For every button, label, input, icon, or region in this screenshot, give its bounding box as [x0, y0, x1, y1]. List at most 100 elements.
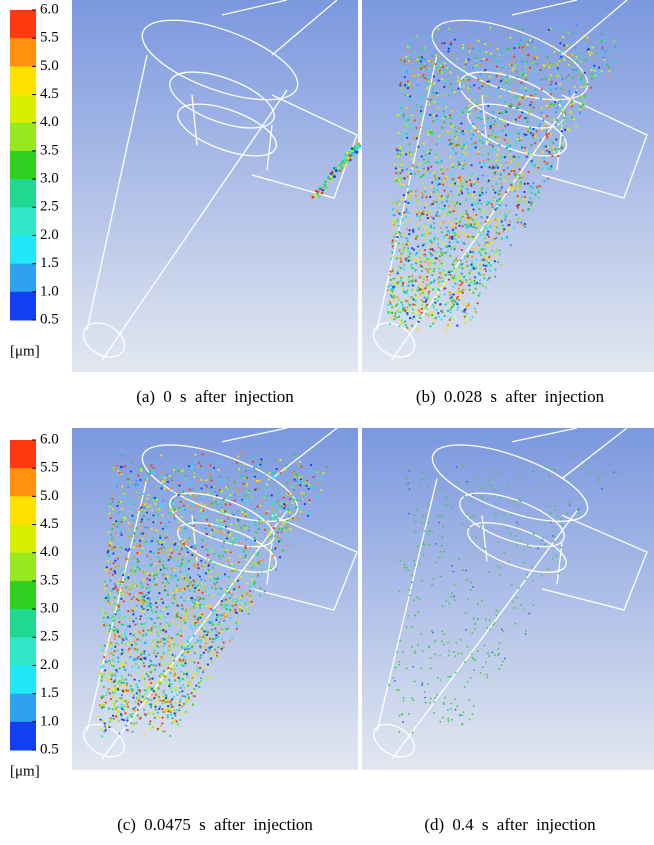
- particle: [173, 518, 175, 520]
- particle: [222, 545, 224, 547]
- particle: [104, 722, 106, 724]
- particle: [457, 161, 459, 163]
- particle: [421, 522, 423, 524]
- particle: [251, 567, 253, 569]
- particle: [231, 637, 233, 639]
- particle: [473, 226, 475, 228]
- particle: [435, 66, 437, 68]
- particle: [488, 262, 490, 264]
- particle: [453, 651, 455, 653]
- particle: [496, 200, 498, 202]
- particle: [137, 558, 139, 560]
- particle: [486, 258, 488, 260]
- particle: [167, 716, 169, 718]
- particle: [206, 533, 208, 535]
- particle: [437, 288, 439, 290]
- particle: [189, 489, 191, 491]
- particle: [521, 61, 523, 63]
- particle: [210, 570, 212, 572]
- particle: [473, 705, 475, 707]
- particle: [500, 174, 502, 176]
- particle: [183, 543, 185, 545]
- particle: [150, 660, 152, 662]
- particle: [583, 75, 585, 77]
- particle: [472, 292, 474, 294]
- particle: [205, 640, 207, 642]
- particle: [410, 259, 412, 261]
- particle: [264, 516, 266, 518]
- particle: [166, 622, 168, 624]
- particle: [590, 47, 592, 49]
- particle: [163, 567, 165, 569]
- particle: [140, 509, 142, 511]
- particle: [159, 699, 161, 701]
- particle: [222, 597, 224, 599]
- particle: [519, 97, 521, 99]
- particle: [564, 129, 566, 131]
- particle: [562, 49, 564, 51]
- particle: [235, 568, 237, 570]
- particle: [474, 142, 476, 144]
- particle: [563, 44, 565, 46]
- particle: [396, 317, 398, 319]
- particle: [411, 275, 413, 277]
- particle: [608, 70, 610, 72]
- particle: [236, 612, 238, 614]
- particle: [224, 573, 226, 575]
- particle: [164, 488, 166, 490]
- particle: [530, 191, 532, 193]
- particle: [106, 566, 108, 568]
- particle: [408, 713, 410, 715]
- particle: [208, 473, 210, 475]
- particle: [423, 150, 425, 152]
- particle: [266, 483, 268, 485]
- particle: [438, 80, 440, 82]
- particle: [532, 137, 534, 139]
- particle: [174, 569, 176, 571]
- particle: [192, 496, 194, 498]
- particle: [236, 628, 238, 630]
- color-band: [10, 665, 36, 694]
- particle: [292, 517, 294, 519]
- particle: [164, 701, 166, 703]
- particle: [222, 631, 224, 633]
- particle: [150, 558, 152, 560]
- particle: [497, 203, 499, 205]
- particle: [469, 319, 471, 321]
- particle: [122, 574, 124, 576]
- particle: [117, 649, 119, 651]
- particle: [162, 696, 164, 698]
- particle: [420, 276, 422, 278]
- particle: [109, 671, 111, 673]
- particle: [200, 487, 202, 489]
- particle: [225, 591, 227, 593]
- particle: [112, 609, 114, 611]
- particle: [450, 156, 452, 158]
- particle: [258, 480, 260, 482]
- particle: [271, 494, 273, 496]
- particle: [260, 458, 262, 460]
- particle: [400, 138, 402, 140]
- particle: [504, 658, 506, 660]
- particle: [419, 215, 421, 217]
- particle: [227, 560, 229, 562]
- particle: [459, 220, 461, 222]
- particle: [477, 603, 479, 605]
- particle: [198, 587, 200, 589]
- particle: [150, 629, 152, 631]
- particle: [440, 168, 442, 170]
- particle: [112, 691, 114, 693]
- particle: [433, 712, 435, 714]
- particle: [117, 661, 119, 663]
- particle: [553, 118, 555, 120]
- particle: [549, 164, 551, 166]
- color-band: [10, 581, 36, 610]
- particle: [472, 173, 474, 175]
- particle: [133, 694, 135, 696]
- particle: [486, 627, 488, 629]
- particle: [110, 652, 112, 654]
- particle: [497, 648, 499, 650]
- particle: [186, 613, 188, 615]
- particle: [123, 517, 125, 519]
- particle: [442, 173, 444, 175]
